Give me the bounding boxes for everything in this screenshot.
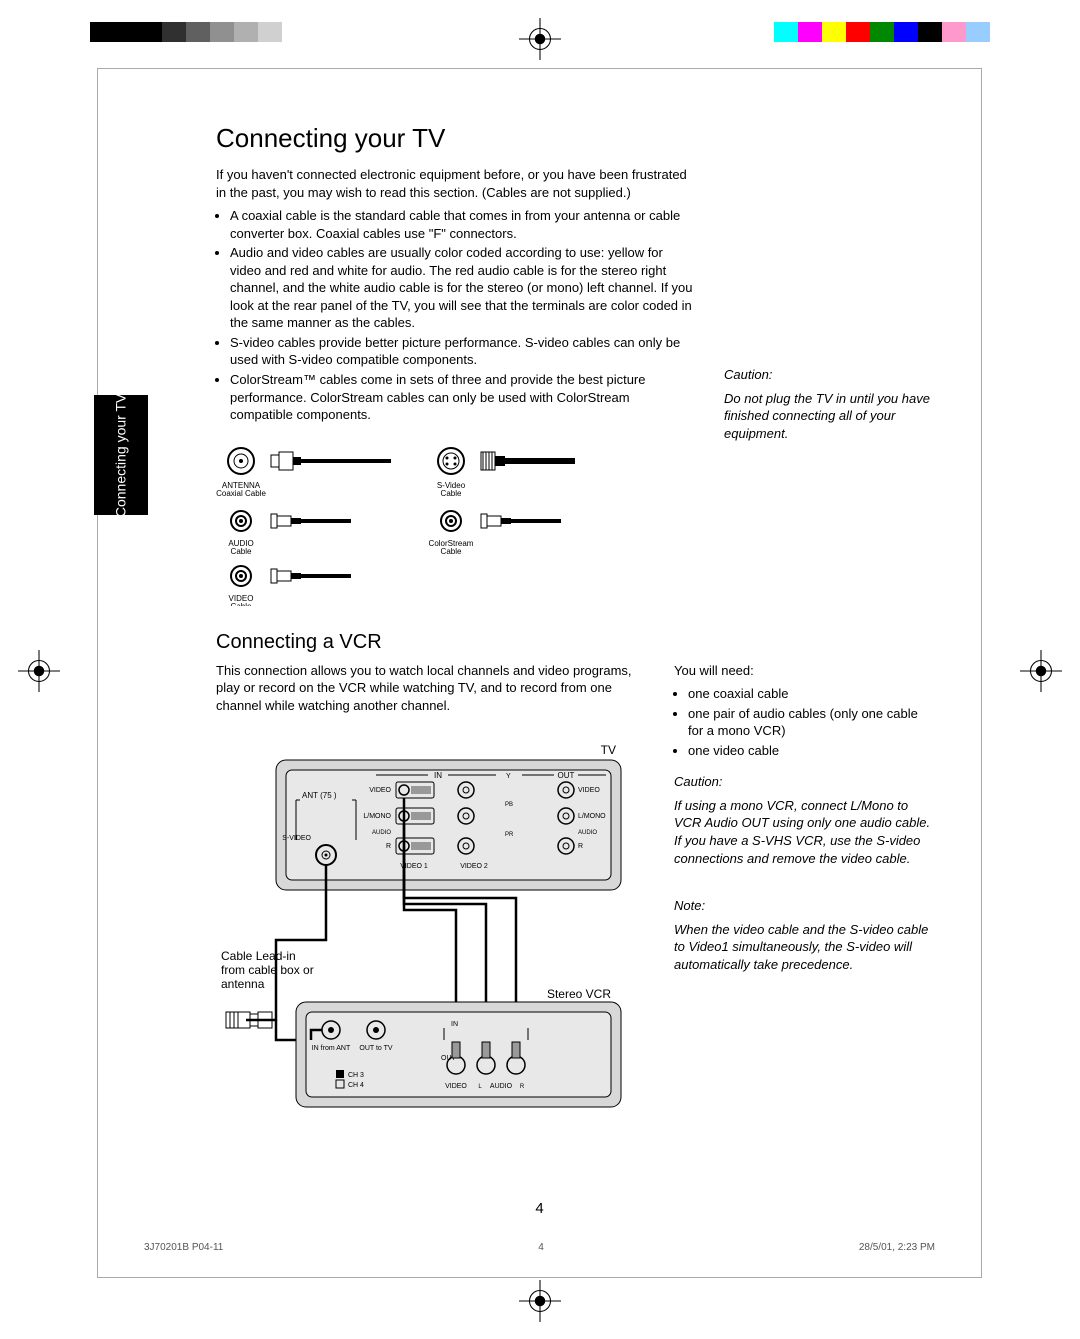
svg-text:Y: Y bbox=[506, 773, 511, 780]
reg-top bbox=[519, 18, 561, 60]
svg-text:R: R bbox=[578, 843, 583, 850]
colorbar-left bbox=[90, 22, 282, 42]
vcr-intro: This connection allows you to watch loca… bbox=[216, 662, 646, 715]
svg-text:CH 3: CH 3 bbox=[348, 1072, 364, 1079]
svg-text:R: R bbox=[520, 1084, 525, 1090]
svg-text:S-VIDEO: S-VIDEO bbox=[282, 835, 311, 842]
footer-right: 28/5/01, 2:23 PM bbox=[859, 1242, 935, 1253]
sidebar-label: Connecting your TV bbox=[113, 393, 130, 516]
svg-text:VIDEO: VIDEO bbox=[445, 1083, 467, 1090]
svg-text:VIDEO: VIDEO bbox=[578, 787, 600, 794]
svg-text:TV: TV bbox=[601, 743, 616, 757]
vcr-title: Connecting a VCR bbox=[216, 631, 935, 654]
svg-text:Cable: Cable bbox=[441, 489, 462, 498]
vcr-note-body: When the video cable and the S-video cab… bbox=[674, 921, 935, 974]
vcr-caution-head: Caution: bbox=[674, 773, 935, 791]
cable-types-diagram: ANTENNA Coaxial Cable AUDIO Cable bbox=[216, 436, 636, 606]
vcr-diagram: TV ANT (75 ) S-VIDEO IN bbox=[216, 740, 646, 1120]
vcr-note-head: Note: bbox=[674, 897, 935, 915]
svg-text:Cable: Cable bbox=[231, 547, 252, 556]
bullet-4: ColorStream™ cables come in sets of thre… bbox=[230, 371, 696, 424]
bullet-2: Audio and video cables are usually color… bbox=[230, 244, 696, 332]
need-list: one coaxial cable one pair of audio cabl… bbox=[674, 685, 935, 759]
bullet-1: A coaxial cable is the standard cable th… bbox=[230, 207, 696, 242]
colorbar-right bbox=[774, 22, 990, 42]
caution-body: Do not plug the TV in until you have fin… bbox=[724, 390, 935, 443]
svg-text:IN from ANT: IN from ANT bbox=[312, 1045, 351, 1052]
reg-bottom bbox=[519, 1280, 561, 1322]
svg-text:IN: IN bbox=[434, 771, 442, 780]
intro-text: If you haven't connected electronic equi… bbox=[216, 166, 696, 201]
svg-text:ANT (75 ): ANT (75 ) bbox=[302, 791, 337, 800]
svg-text:CH 4: CH 4 bbox=[348, 1082, 364, 1089]
reg-left bbox=[18, 650, 60, 692]
svg-text:Stereo VCR: Stereo VCR bbox=[547, 987, 611, 1001]
page: Connecting your TV Connecting your TV If… bbox=[97, 68, 982, 1278]
svg-text:L/MONO: L/MONO bbox=[578, 813, 606, 820]
reg-right bbox=[1020, 650, 1062, 692]
need-1: one coaxial cable bbox=[688, 685, 935, 703]
svg-text:OUT: OUT bbox=[558, 771, 575, 780]
svg-text:VIDEO: VIDEO bbox=[369, 787, 391, 794]
svg-text:antenna: antenna bbox=[221, 977, 265, 991]
svg-text:Coaxial Cable: Coaxial Cable bbox=[216, 489, 266, 498]
svg-text:AUDIO: AUDIO bbox=[372, 830, 391, 836]
bullet-3: S-video cables provide better picture pe… bbox=[230, 334, 696, 369]
svg-text:Cable: Cable bbox=[231, 602, 252, 606]
svg-text:PR: PR bbox=[505, 832, 514, 838]
footer-left: 3J70201B P04-11 bbox=[144, 1242, 223, 1253]
svg-text:AUDIO: AUDIO bbox=[578, 830, 597, 836]
svg-text:AUDIO: AUDIO bbox=[490, 1083, 513, 1090]
svg-text:PB: PB bbox=[505, 802, 513, 808]
need-head: You will need: bbox=[674, 662, 935, 680]
need-3: one video cable bbox=[688, 742, 935, 760]
footer: 3J70201B P04-11 4 28/5/01, 2:23 PM bbox=[144, 1242, 935, 1253]
page-title: Connecting your TV bbox=[216, 123, 935, 154]
svg-text:from cable box or: from cable box or bbox=[221, 963, 314, 977]
footer-mid: 4 bbox=[538, 1242, 544, 1253]
bullet-list: A coaxial cable is the standard cable th… bbox=[216, 207, 696, 424]
svg-text:IN: IN bbox=[451, 1021, 458, 1028]
page-number: 4 bbox=[98, 1200, 981, 1217]
caution-head: Caution: bbox=[724, 366, 935, 384]
svg-text:VIDEO 2: VIDEO 2 bbox=[460, 863, 488, 870]
svg-text:L/MONO: L/MONO bbox=[363, 813, 391, 820]
svg-text:Cable Lead-in: Cable Lead-in bbox=[221, 949, 296, 963]
svg-text:OUT to TV: OUT to TV bbox=[359, 1045, 393, 1052]
vcr-caution-body: If using a mono VCR, connect L/Mono to V… bbox=[674, 797, 935, 867]
need-2: one pair of audio cables (only one cable… bbox=[688, 705, 935, 740]
svg-text:Cable: Cable bbox=[441, 547, 462, 556]
sidebar-tab: Connecting your TV bbox=[94, 395, 148, 515]
svg-text:R: R bbox=[386, 843, 391, 850]
